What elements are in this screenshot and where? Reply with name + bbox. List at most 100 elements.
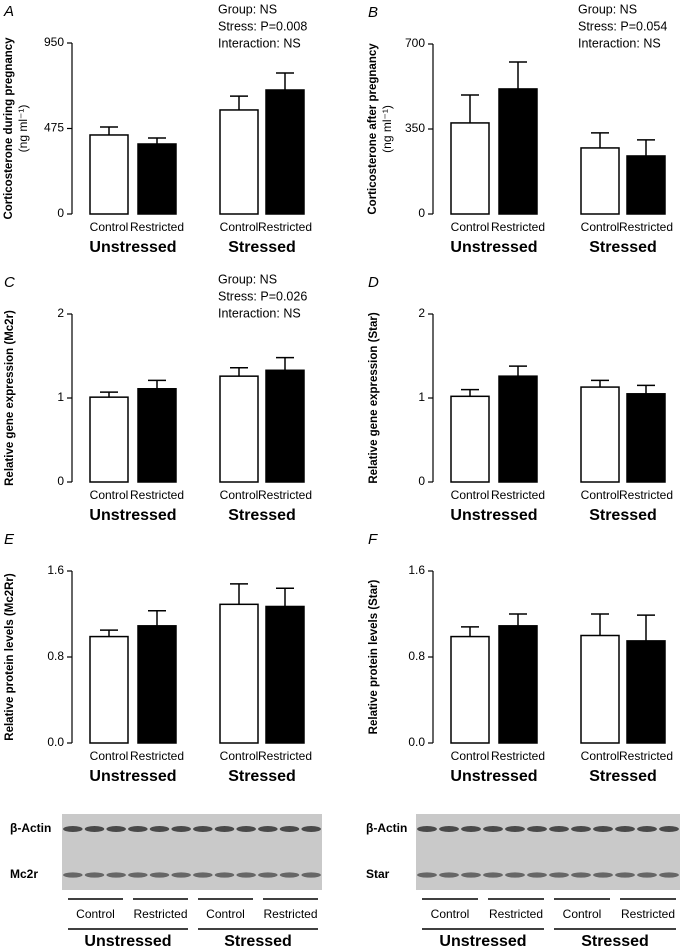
y-axis-label: Corticosterone after pregnancy <box>367 43 379 215</box>
y-tick-label: 2 <box>418 306 425 320</box>
blot-band <box>236 872 256 878</box>
x-tick-label: Restricted <box>130 220 184 234</box>
annotation: Group: NS <box>218 2 277 16</box>
blot-band <box>461 872 481 878</box>
panel-letter: D <box>368 274 379 291</box>
blot-band <box>258 826 278 832</box>
bar <box>450 122 490 215</box>
lane-label: Restricted <box>621 907 675 921</box>
blot-band <box>439 826 459 832</box>
blot-group-label: Unstressed <box>84 933 171 950</box>
bar <box>626 155 666 215</box>
annotation: Stress: P=0.008 <box>218 19 307 33</box>
y-tick-label: 350 <box>405 121 425 135</box>
annotation: Interaction: NS <box>578 36 661 50</box>
panel-letter: A <box>3 3 14 20</box>
blot-band <box>659 826 679 832</box>
bar <box>219 109 259 215</box>
blot-band <box>84 826 105 832</box>
blot-band <box>483 826 503 832</box>
x-tick-label: Restricted <box>619 488 673 502</box>
x-tick-label: Restricted <box>130 488 184 502</box>
lane-label: Control <box>563 907 602 921</box>
blot-band <box>171 872 191 878</box>
bar <box>137 388 177 483</box>
blot-band <box>571 872 591 878</box>
x-tick-label: Restricted <box>491 749 545 763</box>
blot-band <box>527 872 547 878</box>
blot-band <box>659 872 679 878</box>
blot-band <box>301 872 321 878</box>
blot-band <box>527 826 547 832</box>
x-tick-label: Control <box>90 749 129 763</box>
bar <box>498 625 538 744</box>
group-label: Stressed <box>589 768 657 785</box>
bar <box>265 605 305 744</box>
panel-letter: E <box>4 531 15 548</box>
bar <box>89 635 129 744</box>
y-tick-label: 0.0 <box>408 735 425 749</box>
blot-band <box>505 826 525 832</box>
blot-band <box>571 826 591 832</box>
x-tick-label: Control <box>451 749 490 763</box>
blot-row-label: β-Actin <box>10 821 51 835</box>
blot-band <box>106 826 126 832</box>
y-tick-label: 0 <box>418 474 425 488</box>
blot-band <box>439 872 459 878</box>
blot-band <box>637 826 657 832</box>
blot-band <box>84 872 105 878</box>
y-axis-unit: (ng ml⁻¹) <box>380 105 394 153</box>
blot-band <box>106 872 126 878</box>
blot-band <box>258 872 278 878</box>
blot-band <box>549 826 569 832</box>
blot-image <box>416 814 680 890</box>
y-tick-label: 1.6 <box>408 563 425 577</box>
x-tick-label: Control <box>581 220 620 234</box>
y-tick-label: 700 <box>405 36 425 50</box>
blot-band <box>615 872 635 878</box>
bar <box>580 147 620 215</box>
x-tick-label: Control <box>90 488 129 502</box>
x-tick-label: Restricted <box>491 220 545 234</box>
blot-band <box>149 826 170 832</box>
bar <box>265 89 305 215</box>
blot-row-label: Mc2r <box>10 867 38 881</box>
annotation: Interaction: NS <box>218 306 301 320</box>
lane-label: Control <box>206 907 245 921</box>
lane-label: Control <box>431 907 470 921</box>
y-tick-label: 2 <box>57 306 64 320</box>
y-tick-label: 950 <box>44 35 64 49</box>
panel-letter: F <box>368 531 378 548</box>
blot-band <box>417 872 437 878</box>
bar <box>137 143 177 215</box>
x-tick-label: Control <box>451 488 490 502</box>
blot-band <box>149 872 170 878</box>
blot-band <box>279 872 300 878</box>
y-tick-label: 0.8 <box>408 649 425 663</box>
bar <box>626 640 666 744</box>
blot-image <box>62 814 322 890</box>
x-tick-label: Restricted <box>619 749 673 763</box>
x-tick-label: Restricted <box>258 488 312 502</box>
x-tick-label: Control <box>220 220 259 234</box>
y-tick-label: 475 <box>44 121 64 135</box>
lane-label: Restricted <box>133 907 187 921</box>
y-tick-label: 0 <box>418 206 425 220</box>
group-label: Unstressed <box>450 507 537 524</box>
y-axis-label: Relative protein levels (Mc2Rr) <box>4 573 16 741</box>
group-label: Stressed <box>228 507 296 524</box>
bar <box>89 396 129 483</box>
blot-band <box>236 826 256 832</box>
y-tick-label: 1 <box>57 390 64 404</box>
blot-band <box>63 826 83 832</box>
bar <box>219 375 259 483</box>
group-label: Unstressed <box>89 507 176 524</box>
y-axis-label: Relative gene expression (Star) <box>368 312 380 483</box>
lane-label: Restricted <box>263 907 317 921</box>
group-label: Stressed <box>228 239 296 256</box>
blot-band <box>171 826 191 832</box>
blot-group-label: Stressed <box>581 933 649 950</box>
x-tick-label: Restricted <box>619 220 673 234</box>
blot-band <box>461 826 481 832</box>
x-tick-label: Restricted <box>491 488 545 502</box>
